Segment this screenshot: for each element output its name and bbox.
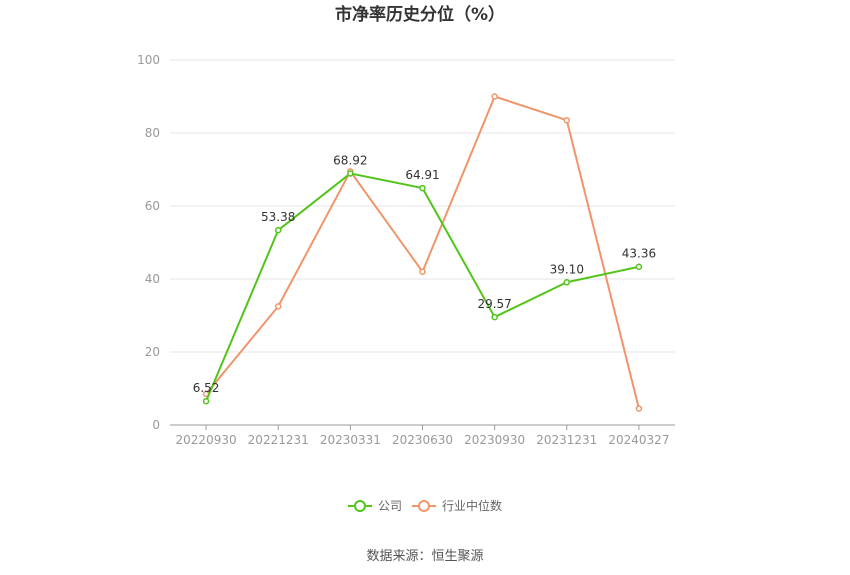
- y-tick-label: 60: [145, 199, 160, 213]
- x-tick-label: 20220930: [176, 433, 237, 447]
- data-label: 68.92: [333, 153, 367, 167]
- data-labels: 6.52 53.38 68.92 64.91 29.57 39.10 43.36: [193, 153, 656, 395]
- x-tick-label: 20230930: [464, 433, 525, 447]
- industry-median-point: [419, 268, 426, 275]
- legend-circle-marker: [418, 500, 430, 512]
- data-label: 6.52: [193, 381, 220, 395]
- chart-title: 市净率历史分位（%）: [335, 4, 505, 25]
- industry-median-point: [563, 116, 571, 124]
- data-label: 64.91: [405, 168, 439, 182]
- x-tick-label: 20240327: [608, 433, 669, 447]
- grid-lines: [170, 59, 675, 353]
- legend-item-industry-median[interactable]: 行业中位数: [412, 498, 502, 513]
- x-tick-label: 20230331: [320, 433, 381, 447]
- y-tick-label: 20: [145, 345, 160, 359]
- x-axis: 20220930 20221231 20230331 20230630 20230930…: [170, 424, 675, 447]
- legend-label: 公司: [378, 499, 402, 513]
- company-point: [491, 313, 498, 321]
- x-tick-label: 20230630: [392, 433, 453, 447]
- data-label: 53.38: [261, 210, 295, 224]
- industry-median-point: [491, 93, 498, 100]
- company-point: [563, 279, 571, 286]
- y-tick-label: 80: [145, 126, 160, 140]
- legend-circle-marker: [354, 500, 366, 512]
- legend-item-company[interactable]: 公司: [348, 499, 402, 513]
- source-text: 数据来源：恒生聚源: [366, 549, 483, 564]
- industry-median-point: [635, 405, 643, 412]
- company-point: [202, 397, 210, 405]
- company-series-line: [205, 172, 640, 402]
- data-label: 29.57: [477, 297, 511, 311]
- legend-label: 行业中位数: [442, 498, 502, 513]
- data-label: 39.10: [550, 262, 584, 276]
- company-point: [347, 170, 354, 177]
- y-tick-label: 40: [145, 272, 160, 286]
- y-tick-label: 100: [137, 53, 160, 67]
- x-tick-label: 20231231: [536, 433, 597, 447]
- legend: 公司 行业中位数: [348, 498, 502, 513]
- y-tick-label: 0: [152, 418, 160, 432]
- company-point: [635, 263, 643, 270]
- y-axis: 0 20 40 60 80 100: [137, 53, 160, 432]
- industry-median-series-line: [205, 95, 640, 409]
- company-point: [419, 184, 426, 192]
- data-label: 43.36: [622, 247, 656, 261]
- x-tick-label: 20221231: [248, 433, 309, 447]
- company-point: [274, 226, 282, 234]
- industry-median-point: [274, 303, 282, 310]
- plot-series: [202, 93, 643, 412]
